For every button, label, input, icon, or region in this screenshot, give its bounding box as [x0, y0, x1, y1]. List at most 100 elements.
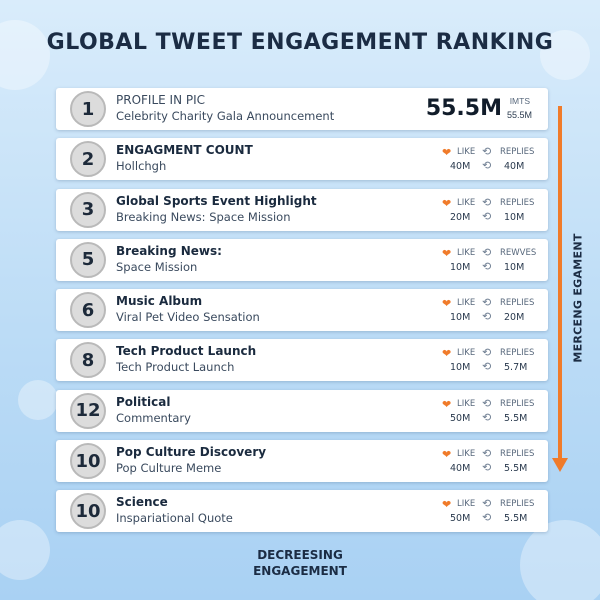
replies-label: REPLIES [500, 398, 535, 409]
replies-value: 5.5M [504, 412, 528, 424]
rank-badge: 12 [70, 392, 106, 429]
replies-label: REPLIES [500, 147, 535, 158]
ranking-row[interactable]: 12 Political Commentary ❤ LIKE ⟲ REPLIES 50M ⟲ 5.… [56, 389, 548, 432]
likes-value: 50M [450, 412, 471, 424]
page-title: GLOBAL TWEET ENGAGEMENT RANKING [46, 30, 554, 55]
rank-badge: 5 [70, 241, 106, 278]
engagement-stats: ❤ LIKE ⟲ REPLIES 40M ⟲ 40M [442, 144, 534, 176]
heart-icon: ❤ [442, 196, 452, 210]
row-subtitle: Viral Pet Video Sensation [116, 310, 260, 325]
replies-value: 5.5M [504, 463, 528, 475]
reply-icon: ⟲ [482, 145, 492, 159]
reply-icon: ⟲ [482, 296, 492, 310]
rank-badge: 2 [70, 141, 106, 178]
row-text: Political Commentary [116, 394, 191, 426]
reply-icon: ⟲ [482, 360, 492, 374]
heart-icon: ❤ [442, 146, 452, 160]
side-axis-label: MERCENG EGAMENT [571, 233, 585, 363]
row-subtitle: Celebrity Charity Gala Announcement [116, 109, 335, 123]
replies-value: 10M [504, 261, 525, 273]
row-text: Global Sports Event Highlight Breaking Ne… [116, 193, 317, 225]
heart-icon: ❤ [442, 347, 452, 361]
replies-label: REPLIES [500, 499, 535, 510]
like-label: LIKE [457, 348, 476, 359]
reply-icon: ⟲ [482, 447, 492, 461]
reply-icon: ⟲ [482, 195, 492, 209]
ranking-row[interactable]: 6 Music Album Viral Pet Video Sensation ❤ LI… [56, 289, 548, 332]
row-title: Music Album [116, 294, 203, 309]
decreasing-arrow-line [558, 106, 562, 460]
row-subtitle: Commentary [116, 410, 191, 425]
heart-icon: ❤ [442, 397, 452, 411]
engagement-stats: ❤ LIKE ⟲ REPLIES 50M ⟲ 5.5M [442, 396, 534, 428]
replies-value: 5.5M [504, 513, 528, 525]
replies-label: REPLIES [500, 348, 535, 359]
reply-icon: ⟲ [482, 461, 492, 475]
likes-value: 40M [450, 161, 471, 173]
reply-icon: ⟲ [482, 245, 492, 259]
engagement-stats: ❤ LIKE ⟲ REPLIES 10M ⟲ 20M [442, 295, 534, 327]
engagement-stats: ❤ LIKE ⟲ REPLIES 20M ⟲ 10M [442, 195, 534, 227]
rank-badge: 3 [70, 191, 106, 228]
ranking-row-top[interactable]: 1 PROFILE IN PIC Celebrity Charity Gala … [56, 88, 548, 130]
ranking-rows: 2 ENGAGMENT COUNT Hollchgh ❤ LIKE ⟲ REPLIES 40M… [56, 138, 548, 533]
ranking-row[interactable]: 5 Breaking News: Space Mission ❤ LIKE ⟲ REWVES… [56, 238, 548, 281]
reply-icon: ⟲ [482, 396, 492, 410]
row-text: ENGAGMENT COUNT Hollchgh [116, 142, 253, 174]
engagement-stats: ❤ LIKE ⟲ REPLIES 50M ⟲ 5.5M [442, 496, 534, 528]
rank-badge: 6 [70, 292, 106, 329]
like-label: LIKE [457, 197, 476, 208]
rank-badge: 10 [70, 443, 106, 480]
background-bubble [520, 520, 600, 600]
reply-icon: ⟲ [482, 346, 492, 360]
heart-icon: ❤ [442, 246, 452, 260]
total-engagement-value: 55.5M [425, 96, 502, 121]
row-subtitle: Breaking News: Space Mission [116, 209, 291, 224]
engagement-stats: ❤ LIKE ⟲ REPLIES 40M ⟲ 5.5M [442, 446, 534, 478]
like-label: LIKE [457, 247, 476, 258]
row-subtitle: Inspariational Quote [116, 511, 233, 526]
unit-value: 55.5M [506, 110, 532, 120]
row-text: Tech Product Launch Tech Product Launch [116, 343, 256, 375]
ranking-row[interactable]: 10 Pop Culture Discovery Pop Culture Meme ❤… [56, 440, 548, 483]
row-title: Pop Culture Discovery [116, 445, 267, 460]
row-text: Science Inspariational Quote [116, 494, 233, 526]
row-title: PROFILE IN PIC [116, 93, 206, 107]
row-title: ENGAGMENT COUNT [116, 143, 253, 158]
ranking-row[interactable]: 3 Global Sports Event Highlight Breaking N… [56, 188, 548, 231]
ranking-row[interactable]: 10 Science Inspariational Quote ❤ LIKE ⟲ REPLI… [56, 490, 548, 533]
ranking-row[interactable]: 8 Tech Product Launch Tech Product Launch ❤… [56, 339, 548, 382]
engagement-stats: ❤ LIKE ⟲ REWVES 10M ⟲ 10M [442, 245, 536, 277]
likes-value: 20M [450, 211, 471, 223]
like-label: LIKE [457, 147, 476, 158]
background-bubble [18, 380, 58, 420]
like-label: LIKE [457, 398, 476, 409]
arrow-down-icon [552, 458, 568, 472]
likes-value: 10M [450, 261, 471, 273]
reply-icon: ⟲ [482, 159, 492, 173]
background-bubble [0, 520, 50, 580]
replies-label: REPLIES [500, 298, 535, 309]
engagement-stats: ❤ LIKE ⟲ REPLIES 10M ⟲ 5.7M [442, 345, 534, 377]
row-subtitle: Space Mission [116, 259, 198, 274]
likes-value: 10M [450, 312, 471, 324]
ranking-list: 1 PROFILE IN PIC Celebrity Charity Gala … [56, 88, 548, 541]
row-subtitle: Tech Product Launch [116, 360, 235, 375]
ranking-row[interactable]: 2 ENGAGMENT COUNT Hollchgh ❤ LIKE ⟲ REPLIES 40M… [56, 138, 548, 181]
rank-badge: 10 [70, 493, 106, 530]
reply-icon: ⟲ [482, 310, 492, 324]
bottom-caption: DECREESING ENGAGEMENT [230, 547, 370, 579]
row-text: Breaking News: Space Mission [116, 243, 222, 275]
likes-value: 50M [450, 513, 471, 525]
like-label: LIKE [457, 449, 476, 460]
row-subtitle: Hollchgh [116, 159, 167, 174]
likes-value: 10M [450, 362, 471, 374]
likes-value: 40M [450, 463, 471, 475]
row-title: Tech Product Launch [116, 344, 257, 359]
row-title: Science [116, 495, 168, 510]
reply-icon: ⟲ [482, 497, 492, 511]
replies-value: 40M [504, 161, 525, 173]
row-title: Global Sports Event Highlight [116, 193, 317, 208]
replies-label: REPLIES [500, 449, 535, 460]
replies-value: 20M [504, 312, 525, 324]
